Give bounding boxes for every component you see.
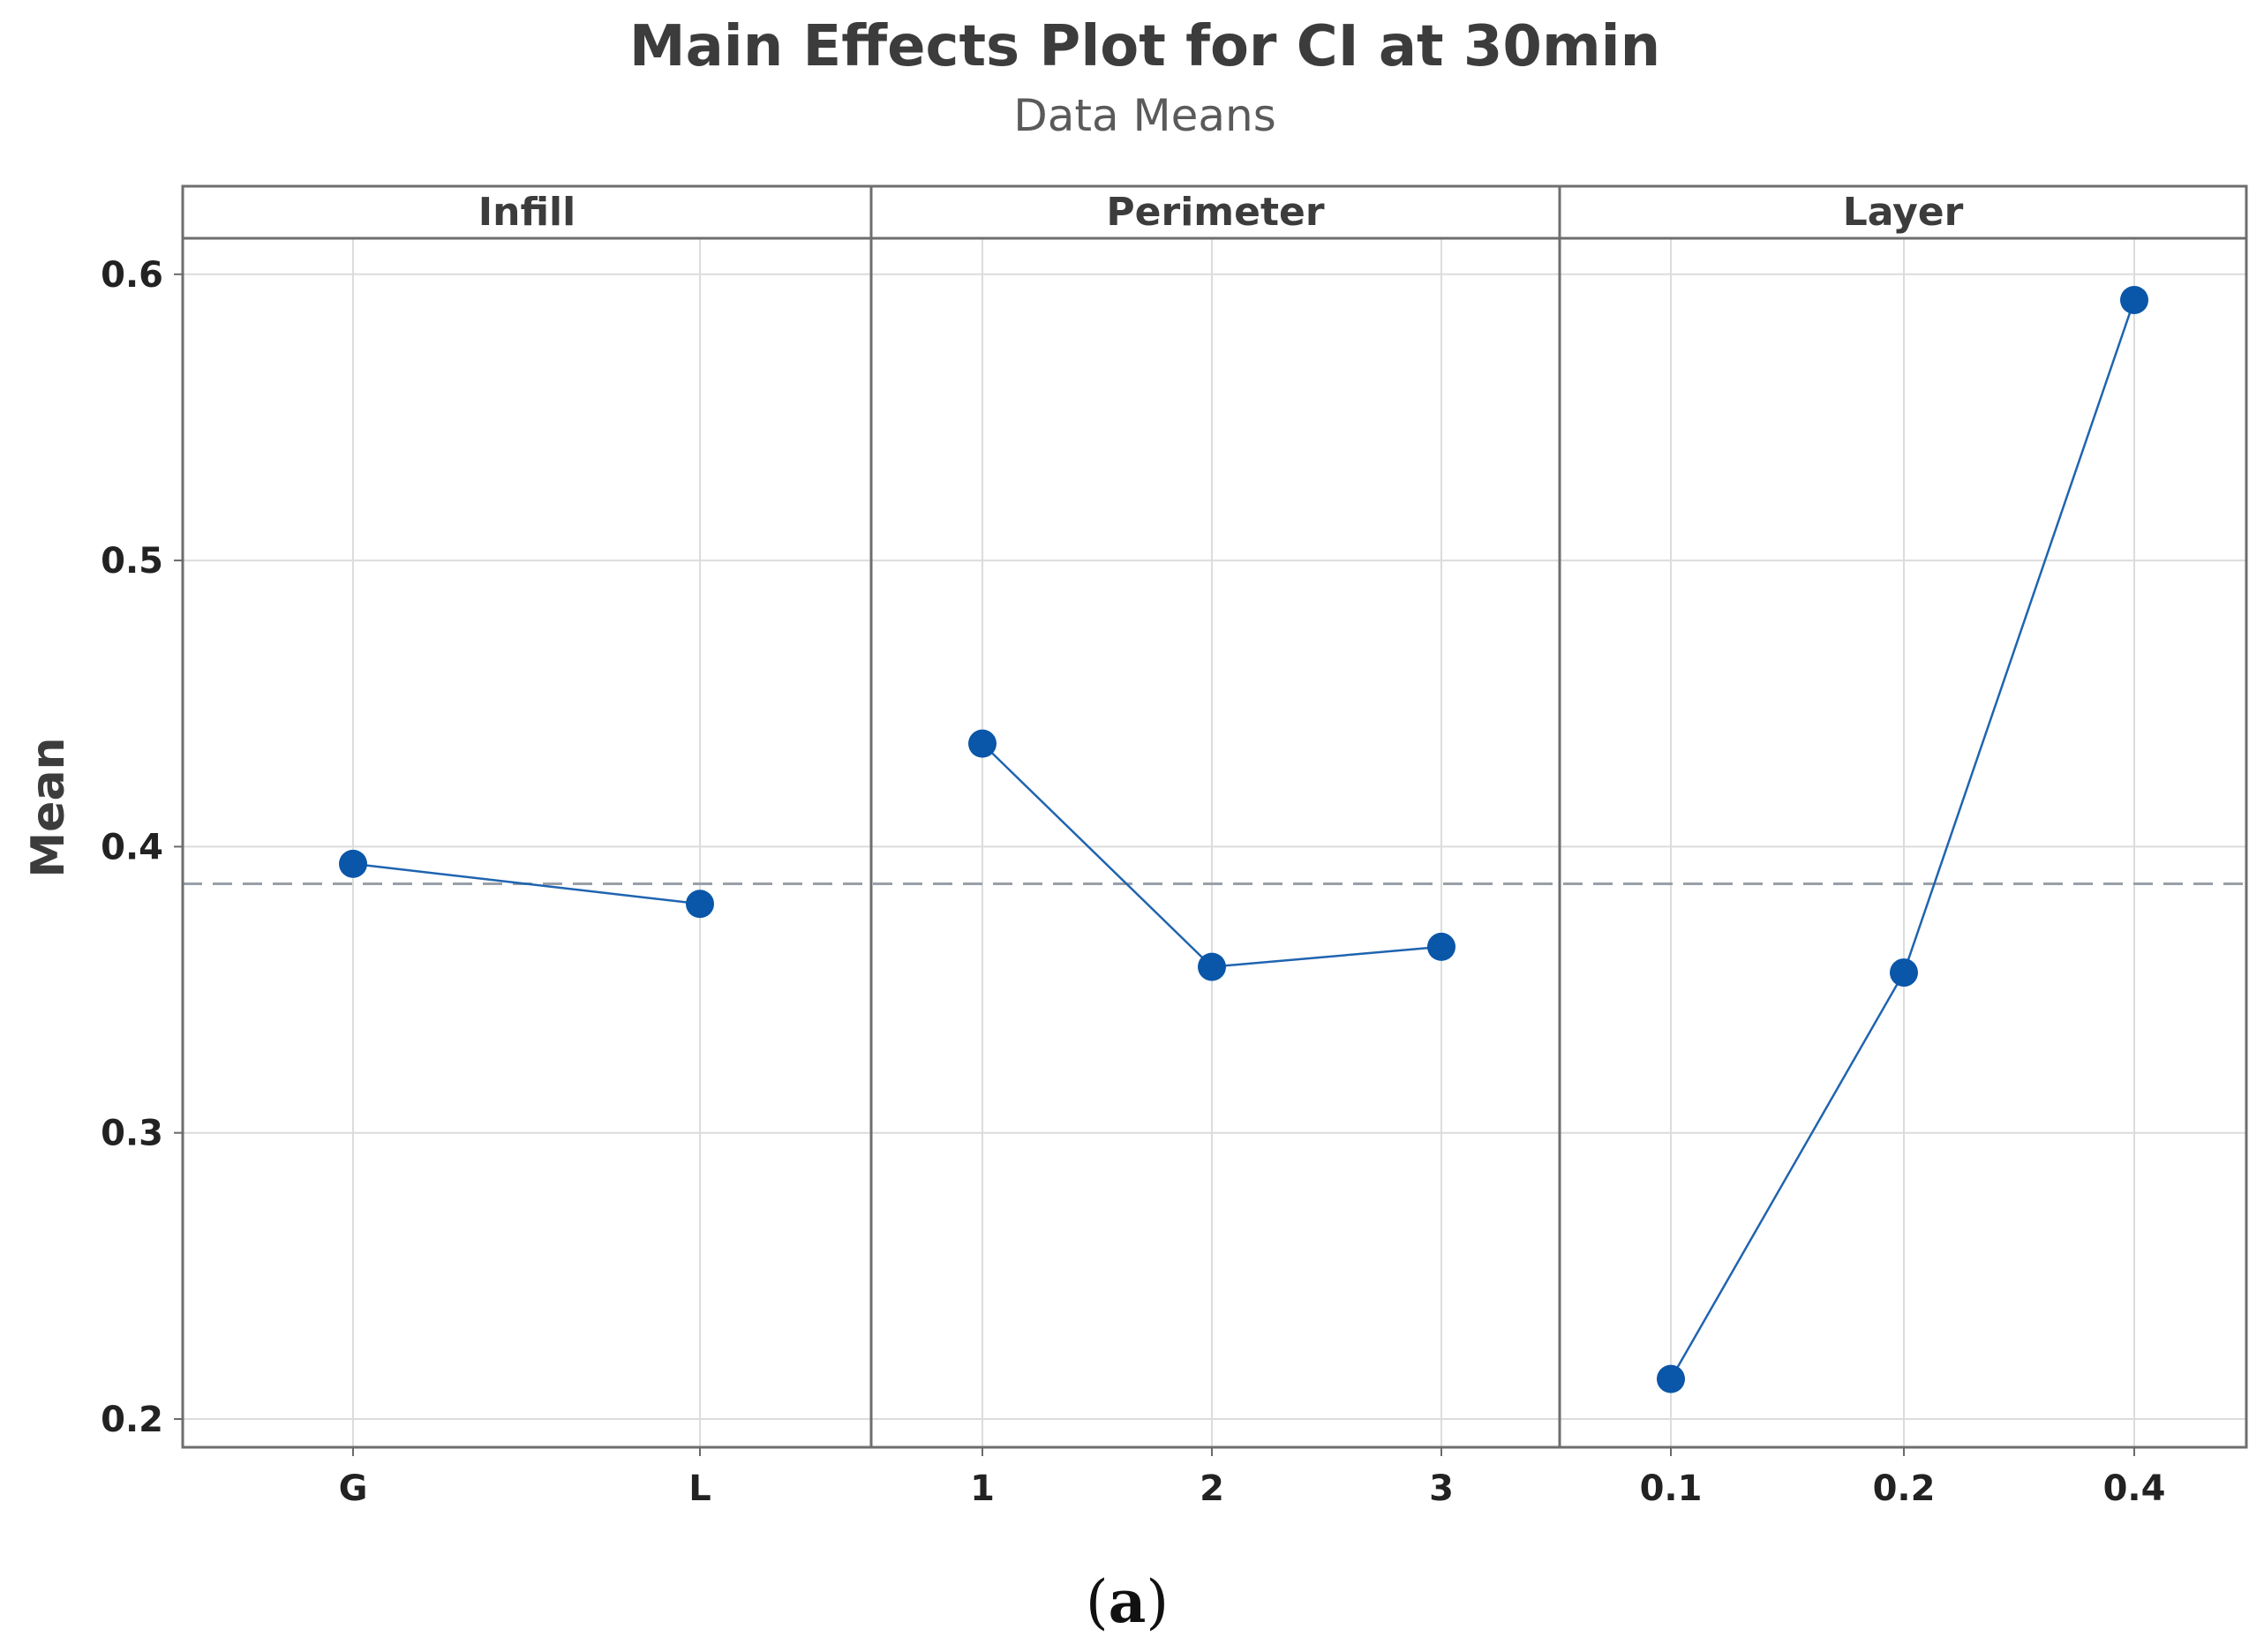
data-point	[1198, 952, 1226, 981]
x-tick-label: 0.2	[1873, 1468, 1936, 1509]
figure-caption: (a)	[1086, 1567, 1169, 1636]
y-tick-label: 0.4	[101, 827, 163, 867]
x-tick-label: 2	[1200, 1468, 1224, 1509]
chart-subtitle: Data Means	[1013, 90, 1276, 141]
panel-frames	[181, 184, 2248, 1449]
panel-labels: Infill Perimeter Layer	[478, 190, 1964, 235]
panel-frame	[869, 184, 1561, 1449]
data-point	[1657, 1364, 1685, 1393]
x-axis-ticks: G L 1 2 3 0.1 0.2 0.4	[339, 1447, 2166, 1509]
y-tick-label: 0.5	[101, 541, 163, 582]
panel-label-layer: Layer	[1843, 190, 1964, 235]
caption-open-paren: (	[1086, 1568, 1109, 1636]
data-point	[1890, 958, 1918, 987]
y-tick-label: 0.2	[101, 1400, 163, 1440]
caption-letter: a	[1109, 1567, 1147, 1636]
data-point	[2120, 285, 2148, 314]
x-tick-label: 3	[1429, 1468, 1454, 1509]
x-tick-label: 1	[970, 1468, 995, 1509]
data-point	[1427, 932, 1455, 961]
panel-label-infill: Infill	[478, 190, 575, 235]
y-tick-label: 0.6	[101, 255, 163, 296]
x-tick-label: 0.4	[2103, 1468, 2166, 1509]
series	[339, 285, 2148, 1393]
x-tick-label: 0.1	[1640, 1468, 1703, 1509]
y-axis-ticks: 0.2 0.3 0.4 0.5 0.6	[101, 255, 183, 1440]
chart-title: Main Effects Plot for CI at 30min	[629, 14, 1660, 79]
caption-close-paren: )	[1146, 1568, 1169, 1636]
series-line-layer	[1669, 299, 2136, 1380]
y-tick-label: 0.3	[101, 1114, 163, 1154]
grid-lines	[183, 238, 2246, 1447]
data-point	[339, 849, 367, 878]
x-tick-label: L	[688, 1468, 711, 1509]
data-point	[686, 890, 714, 919]
y-axis-label: Mean	[22, 737, 75, 877]
data-point	[968, 729, 997, 758]
panel-label-perimeter: Perimeter	[1106, 190, 1324, 235]
series-line-infill	[352, 862, 701, 905]
panel-frame	[181, 184, 873, 1449]
x-tick-label: G	[339, 1468, 368, 1509]
